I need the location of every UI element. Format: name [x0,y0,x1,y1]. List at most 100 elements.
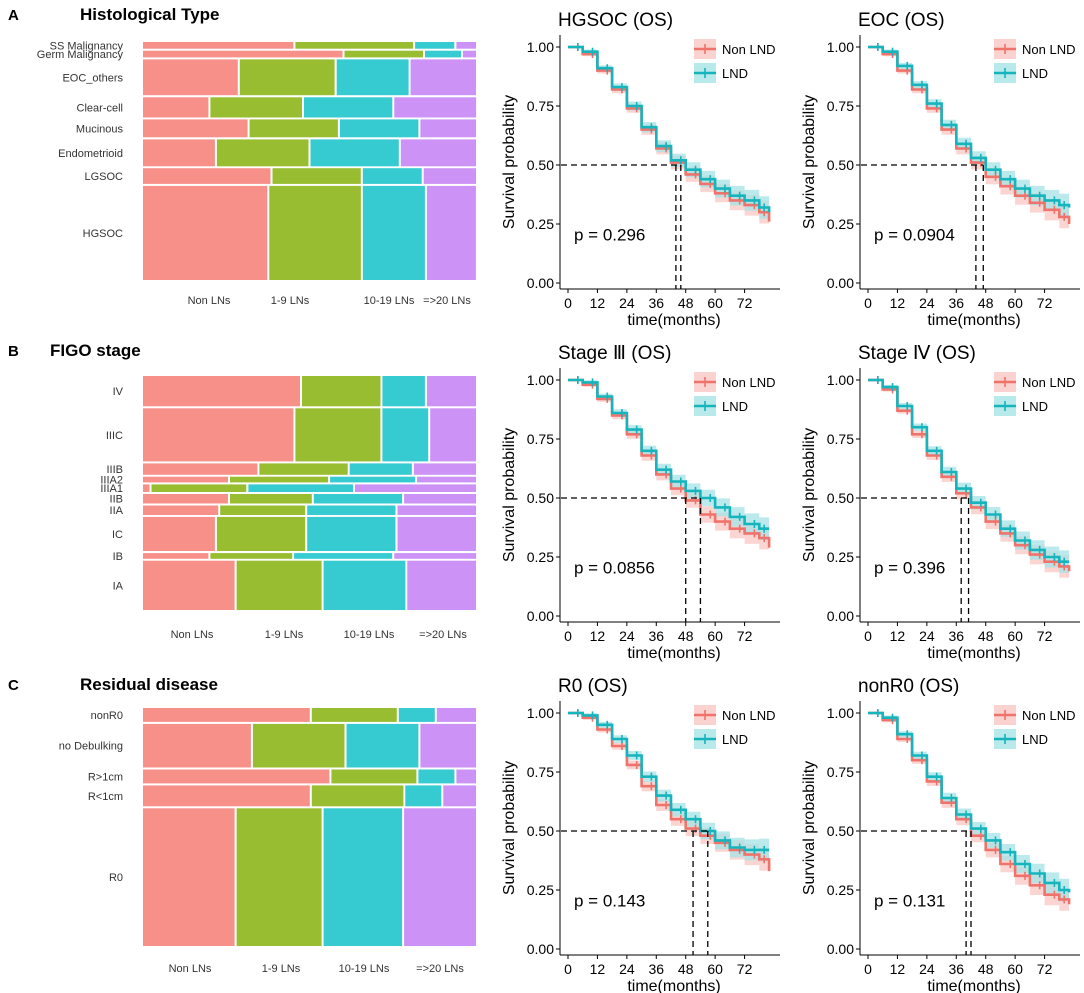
km-eoc-os-series-lnd-ci-band [868,47,1070,220]
mosaic-a-cell-endometrioid-10-19-lns [310,139,399,167]
km-eoc-os-y-tick-label-1-00: 1.00 [827,39,854,55]
mosaic-c-row-label-r-1cm: R>1cm [88,772,123,784]
km-hgsoc-os-x-tick-label-48: 48 [678,295,694,311]
km-r0-os-legend-label-lnd: LND [722,732,748,747]
mosaic-b-cell-iia-1-9-lns [220,505,306,515]
panel-title-residual-disease: Residual disease [80,675,218,694]
mosaic-b-cell-iib-1-9-lns [230,494,312,504]
km-stage-os-x-tick-label-0: 0 [564,628,572,644]
km-stage-os-y-axis-label: Survival probability [501,428,518,562]
km-r0-os-title: R0 (OS) [558,676,628,697]
km-hgsoc-os-y-tick-label-0-50: 0.50 [527,157,554,173]
mosaic-a-cell-clear-cell-10-19-lns [304,97,393,118]
km-eoc-os-p-value: p = 0.0904 [874,226,955,245]
km-plot-nonr0-os: nonR0 (OS) 0.00 0.25 0.50 0.75 1.00 0 12 24 36 48 6… [801,676,1080,993]
km-stage-os-x-tick-label-48: 48 [978,628,994,644]
km-r0-os-x-tick-label-72: 72 [737,961,753,977]
mosaic-residual-disease: nonR0 no Debulking R>1cm R<1cm R0 [59,708,476,946]
km-stage-os-x-tick-label-72: 72 [737,628,753,644]
km-stage-os-x-tick-label-24: 24 [919,628,935,644]
mosaic-a-cell-mucinous-non-lns [143,119,248,138]
mosaic-a-cell-eoc-others-20-lns [410,59,476,96]
km-nonr0-os-x-tick-label-48: 48 [978,961,994,977]
km-stage-os-x-tick-label-0: 0 [864,628,872,644]
mosaic-a-cell-lgsoc-10-19-lns [362,168,422,184]
mosaic-a-row-label-endometrioid: Endometrioid [58,148,123,160]
mosaic-a-cell-lgsoc-1-9-lns [272,168,361,184]
mosaic-b-cell-ib-20-lns [394,553,477,559]
km-stage-os-y-tick-label-0-00: 0.00 [527,608,554,624]
km-r0-os-y-tick-label-0-50: 0.50 [527,823,554,839]
km-stage-os-series-lnd-line [868,378,1070,563]
mosaic-b-cell-iiia2-non-lns [143,476,228,483]
km-nonr0-os-x-tick-label-60: 60 [1007,961,1023,977]
km-eoc-os-x-tick-label-72: 72 [1037,295,1053,311]
km-nonr0-os-y-tick-label-0-00: 0.00 [827,941,854,957]
mosaic-c-cell-r0-non-lns [143,808,235,946]
km-stage-os-legend-label-lnd: LND [1022,399,1048,414]
mosaic-b-cell-ic-20-lns [397,516,476,551]
mosaic-b-xlabel-1-9-lns: 1-9 LNs [265,629,304,641]
mosaic-b-cell-iiic-20-lns [430,408,476,462]
km-hgsoc-os-series-lnd-ci-band [568,47,770,225]
mosaic-a-cell-eoc-others-non-lns [143,59,238,96]
km-hgsoc-os-title: HGSOC (OS) [558,10,673,31]
mosaic-c-cell-no-debulking-10-19-lns [346,723,419,768]
mosaic-c-cell-no-debulking-non-lns [143,723,251,768]
mosaic-b-row-label-iiib: IIIB [106,464,123,476]
km-nonr0-os-x-tick-label-12: 12 [890,961,906,977]
mosaic-b-cell-iiia2-10-19-lns [330,476,416,483]
km-eoc-os-y-tick-label-0-00: 0.00 [827,275,854,291]
km-stage-os-y-tick-label-0-25: 0.25 [827,549,854,565]
mosaic-b-cell-iiia1-20-lns [355,484,476,492]
km-nonr0-os-x-tick-label-0: 0 [864,961,872,977]
km-nonr0-os-legend-label-lnd: LND [1022,732,1048,747]
km-stage-os-legend-label-non-lnd: Non LND [1022,375,1075,390]
mosaic-b-cell-ia-1-9-lns [236,560,322,610]
km-nonr0-os-legend-label-non-lnd: Non LND [1022,708,1075,723]
km-stage-os-x-tick-label-12: 12 [590,628,606,644]
mosaic-a-xlabel-non-lns: Non LNs [188,295,231,307]
mosaic-b-cell-ia-non-lns [143,560,235,610]
mosaic-c-xlabel-10-19-lns: 10-19 LNs [339,963,390,975]
km-hgsoc-os-x-axis-label: time(months) [627,312,720,329]
km-r0-os-legend-label-non-lnd: Non LND [722,708,775,723]
mosaic-a-xlabel-1-9-lns: 1-9 LNs [271,295,310,307]
mosaic-a-cell-mucinous-10-19-lns [339,119,419,138]
km-plot-stage-iii-os: Stage Ⅲ (OS) 0.00 0.25 0.50 0.75 1.00 0 12 24 36 4… [501,343,780,662]
mosaic-a-cell-clear-cell-20-lns [394,97,477,118]
mosaic-b-cell-iib-non-lns [143,494,228,504]
mosaic-a-row-label-hgsoc: HGSOC [83,228,123,240]
mosaic-c-cell-r-1cm-20-lns [456,769,476,784]
km-stage-os-series-lnd-ci-band [568,380,770,541]
mosaic-b-cell-iiic-1-9-lns [295,408,381,462]
mosaic-a-cell-lgsoc-non-lns [143,168,271,184]
panel-letter-c: C [8,677,19,694]
mosaic-b-cell-iiib-non-lns [143,463,258,475]
mosaic-b-cell-iv-1-9-lns [302,376,381,407]
mosaic-b-cell-ib-10-19-lns [294,553,393,559]
panel-letter-a: A [8,7,19,24]
km-hgsoc-os-p-value: p = 0.296 [574,226,645,245]
km-stage-os-y-tick-label-0-75: 0.75 [527,431,554,447]
mosaic-a-row-label-germ-malignancy: Germ Malignancy [37,49,124,61]
mosaic-c-cell-no-debulking-1-9-lns [252,723,345,768]
km-stage-os-y-tick-label-0-50: 0.50 [527,490,554,506]
mosaic-c-row-label-no-debulking: no Debulking [59,741,123,753]
mosaic-a-cell-ss-malignancy-20-lns [456,42,476,49]
km-eoc-os-x-tick-label-12: 12 [890,295,906,311]
km-stage-os-x-tick-label-24: 24 [619,628,635,644]
mosaic-b-cell-iiib-1-9-lns [259,463,348,475]
km-stage-os-y-tick-label-0-25: 0.25 [527,549,554,565]
km-hgsoc-os-x-tick-label-0: 0 [564,295,572,311]
mosaic-b-cell-iiia1-non-lns [143,484,150,492]
mosaic-a-cell-lgsoc-20-lns [423,168,476,184]
mosaic-b-cell-iiia2-1-9-lns [230,476,329,483]
mosaic-b-cell-iiia1-10-19-lns [248,484,353,492]
km-r0-os-x-tick-label-36: 36 [648,961,664,977]
mosaic-a-xlabel-20plus-lns: =>20 LNs [423,295,471,307]
km-nonr0-os-title: nonR0 (OS) [858,676,959,697]
panel-letter-b: B [8,343,19,360]
mosaic-b-cell-iia-non-lns [143,505,219,515]
